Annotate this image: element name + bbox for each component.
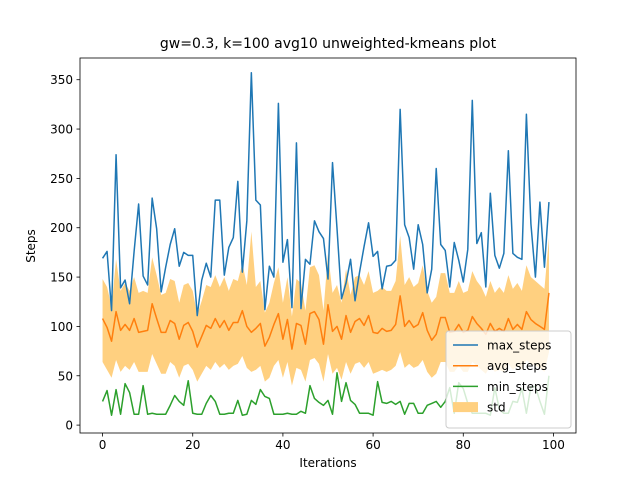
y-axis-label: Steps xyxy=(24,229,38,263)
y-tick-label: 0 xyxy=(65,419,73,433)
x-tick-label: 40 xyxy=(275,438,290,452)
y-tick-label: 250 xyxy=(50,172,73,186)
axes-frame xyxy=(79,57,577,434)
y-tick-label: 350 xyxy=(50,73,73,87)
x-axis-label: Iterations xyxy=(299,456,356,470)
x-tick-label: 100 xyxy=(542,438,565,452)
series-line-avg-steps xyxy=(101,292,550,350)
series-line-max-steps xyxy=(101,72,550,317)
y-tick-label: 300 xyxy=(50,123,73,137)
legend-max-steps-label: max_steps xyxy=(487,339,551,353)
y-tick-label: 50 xyxy=(58,369,73,383)
legend-std-swatch xyxy=(453,402,478,413)
legend-min-steps-label: min_steps xyxy=(487,380,548,394)
legend-std-label: std xyxy=(487,401,506,415)
legend-avg-steps-label: avg_steps xyxy=(487,359,547,373)
plot-area xyxy=(101,72,550,416)
y-tick-label: 200 xyxy=(50,221,73,235)
x-tick-label: 20 xyxy=(185,438,200,452)
std-band xyxy=(102,231,549,386)
axes: 0 20 40 60 80 100 0 50 100 150 200 250 300 350 xyxy=(50,57,577,452)
chart-title: gw=0.3, k=100 avg10 unweighted-kmeans pl… xyxy=(160,36,497,52)
y-tick-label: 100 xyxy=(50,320,73,334)
x-tick-label: 80 xyxy=(456,438,471,452)
x-tick-label: 60 xyxy=(365,438,380,452)
x-tick-label: 0 xyxy=(99,438,107,452)
y-tick-label: 150 xyxy=(50,271,73,285)
